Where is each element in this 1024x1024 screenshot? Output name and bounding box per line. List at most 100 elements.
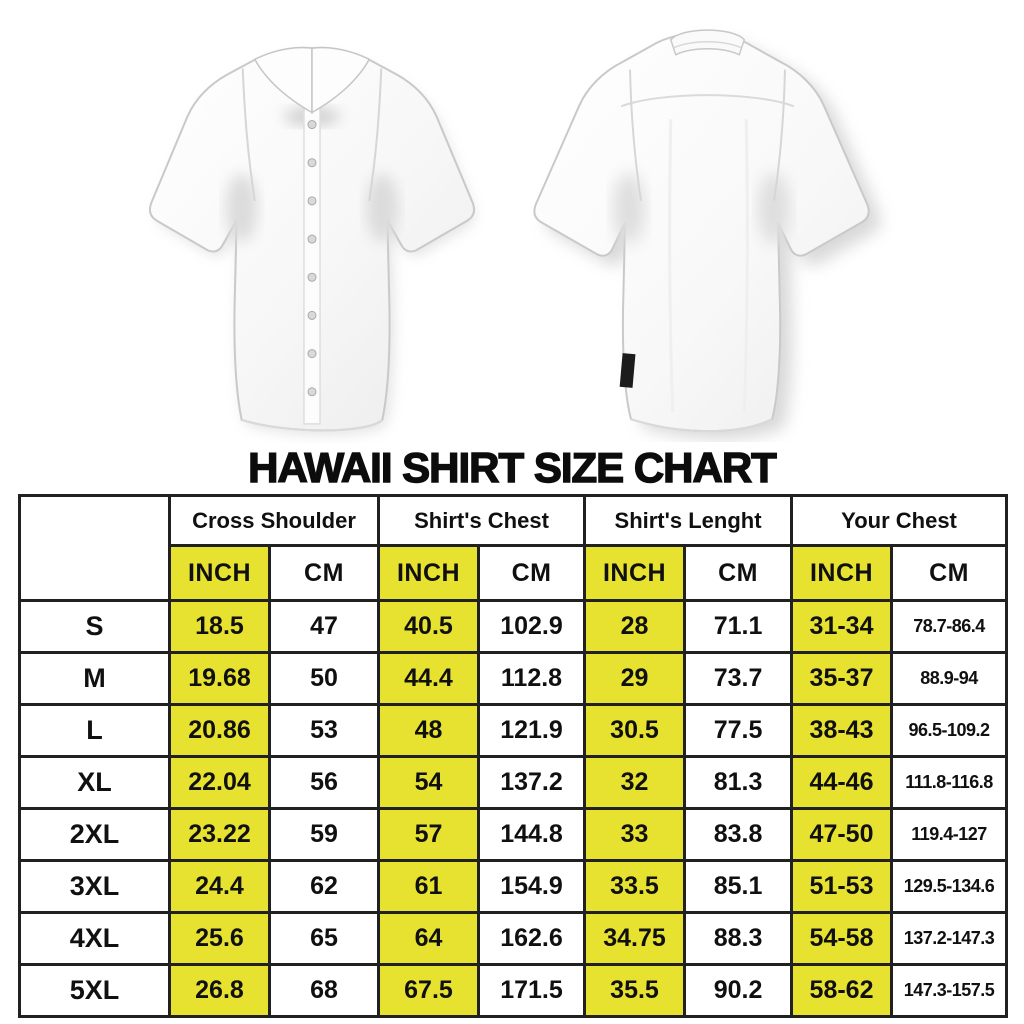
unit-header-inch: INCH bbox=[583, 544, 687, 602]
group-header-shirts-chest: Shirt's Chest bbox=[376, 494, 587, 547]
inch-value-cell: 44.4 bbox=[377, 651, 480, 706]
front-shirt-image bbox=[138, 2, 486, 444]
cm-value-cell: 154.9 bbox=[476, 859, 587, 914]
cm-value-cell: 85.1 bbox=[683, 859, 794, 914]
inch-value-cell: 67.5 bbox=[377, 963, 480, 1018]
cm-value-cell: 53 bbox=[268, 703, 380, 758]
shirt-photos bbox=[0, 0, 1024, 445]
size-cell: 5XL bbox=[18, 963, 171, 1018]
cm-value-cell: 137.2-147.3 bbox=[890, 911, 1009, 966]
cm-value-cell: 59 bbox=[268, 807, 380, 862]
inch-value-cell: 22.04 bbox=[168, 755, 271, 810]
inch-value-cell: 33 bbox=[583, 807, 687, 862]
cm-value-cell: 121.9 bbox=[476, 703, 587, 758]
table-row: 2XL 23.22 59 57 144.8 33 83.8 47-50 119.4-127 bbox=[18, 807, 1009, 862]
cm-value-cell: 137.2 bbox=[476, 755, 587, 810]
group-header-row: Cross Shoulder Shirt's Chest Shirt's Len… bbox=[18, 494, 1009, 602]
inch-value-cell: 19.68 bbox=[168, 651, 271, 706]
cm-value-cell: 171.5 bbox=[476, 963, 587, 1018]
size-cell: M bbox=[18, 651, 171, 706]
table-row: 5XL 26.8 68 67.5 171.5 35.5 90.2 58-62 147.3-157… bbox=[18, 963, 1009, 1018]
inch-value-cell: 24.4 bbox=[168, 859, 271, 914]
unit-header-inch: INCH bbox=[377, 544, 480, 602]
cm-value-cell: 147.3-157.5 bbox=[890, 963, 1009, 1018]
cm-value-cell: 68 bbox=[268, 963, 380, 1018]
inch-value-cell: 25.6 bbox=[168, 911, 271, 966]
cm-value-cell: 119.4-127 bbox=[890, 807, 1009, 862]
hem-tag bbox=[619, 353, 636, 388]
size-cell: S bbox=[18, 599, 171, 654]
inch-value-cell: 38-43 bbox=[790, 703, 894, 758]
cm-value-cell: 47 bbox=[268, 599, 380, 654]
inch-value-cell: 47-50 bbox=[790, 807, 894, 862]
size-cell: 3XL bbox=[18, 859, 171, 914]
inch-value-cell: 61 bbox=[377, 859, 480, 914]
cm-value-cell: 88.3 bbox=[683, 911, 794, 966]
table-row: M 19.68 50 44.4 112.8 29 73.7 35-37 88.9-94 bbox=[18, 651, 1009, 706]
inch-value-cell: 54 bbox=[377, 755, 480, 810]
unit-header-inch: INCH bbox=[168, 544, 271, 602]
table-row: XL 22.04 56 54 137.2 32 81.3 44-46 111.8-116.8 bbox=[18, 755, 1009, 810]
size-cell: 2XL bbox=[18, 807, 171, 862]
inch-value-cell: 34.75 bbox=[583, 911, 687, 966]
cm-value-cell: 78.7-86.4 bbox=[890, 599, 1009, 654]
cm-value-cell: 112.8 bbox=[476, 651, 587, 706]
cm-value-cell: 144.8 bbox=[476, 807, 587, 862]
inch-value-cell: 58-62 bbox=[790, 963, 894, 1018]
cm-value-cell: 56 bbox=[268, 755, 380, 810]
cm-value-cell: 77.5 bbox=[683, 703, 794, 758]
cm-value-cell: 129.5-134.6 bbox=[890, 859, 1009, 914]
inch-value-cell: 57 bbox=[377, 807, 480, 862]
cm-value-cell: 102.9 bbox=[476, 599, 587, 654]
corner-cell bbox=[18, 494, 171, 602]
table-row: 4XL 25.6 65 64 162.6 34.75 88.3 54-58 137.2-147.… bbox=[18, 911, 1009, 966]
group-header-shirts-length: Shirt's Lenght bbox=[583, 494, 794, 547]
cm-value-cell: 111.8-116.8 bbox=[890, 755, 1009, 810]
cm-value-cell: 50 bbox=[268, 651, 380, 706]
unit-header-cm: CM bbox=[890, 544, 1009, 602]
inch-value-cell: 48 bbox=[377, 703, 480, 758]
table-row: L 20.86 53 48 121.9 30.5 77.5 38-43 96.5-109.2 bbox=[18, 703, 1009, 758]
inch-value-cell: 32 bbox=[583, 755, 687, 810]
inch-value-cell: 20.86 bbox=[168, 703, 271, 758]
inch-value-cell: 18.5 bbox=[168, 599, 271, 654]
size-chart-table: Cross Shoulder Shirt's Chest Shirt's Len… bbox=[18, 494, 1009, 1018]
unit-header-cm: CM bbox=[476, 544, 587, 602]
cm-value-cell: 71.1 bbox=[683, 599, 794, 654]
page-title: HAWAII SHIRT SIZE CHART bbox=[247, 443, 777, 491]
inch-value-cell: 51-53 bbox=[790, 859, 894, 914]
cm-value-cell: 62 bbox=[268, 859, 380, 914]
back-shirt-image bbox=[518, 10, 898, 442]
inch-value-cell: 29 bbox=[583, 651, 687, 706]
table-row: 3XL 24.4 62 61 154.9 33.5 85.1 51-53 129.5-134.6 bbox=[18, 859, 1009, 914]
group-header-cross-shoulder: Cross Shoulder bbox=[168, 494, 380, 547]
unit-header-cm: CM bbox=[268, 544, 380, 602]
inch-value-cell: 33.5 bbox=[583, 859, 687, 914]
cm-value-cell: 162.6 bbox=[476, 911, 587, 966]
cm-value-cell: 65 bbox=[268, 911, 380, 966]
cm-value-cell: 83.8 bbox=[683, 807, 794, 862]
inch-value-cell: 64 bbox=[377, 911, 480, 966]
inch-value-cell: 30.5 bbox=[583, 703, 687, 758]
inch-value-cell: 35.5 bbox=[583, 963, 687, 1018]
cm-value-cell: 81.3 bbox=[683, 755, 794, 810]
inch-value-cell: 40.5 bbox=[377, 599, 480, 654]
cm-value-cell: 90.2 bbox=[683, 963, 794, 1018]
unit-header-inch: INCH bbox=[790, 544, 894, 602]
inch-value-cell: 35-37 bbox=[790, 651, 894, 706]
inch-value-cell: 54-58 bbox=[790, 911, 894, 966]
cm-value-cell: 96.5-109.2 bbox=[890, 703, 1009, 758]
inch-value-cell: 31-34 bbox=[790, 599, 894, 654]
unit-header-cm: CM bbox=[683, 544, 794, 602]
cm-value-cell: 88.9-94 bbox=[890, 651, 1009, 706]
unit-header-row: INCH CM INCH CM INCH CM INCH CM bbox=[20, 544, 1009, 602]
size-cell: L bbox=[18, 703, 171, 758]
inch-value-cell: 26.8 bbox=[168, 963, 271, 1018]
inch-value-cell: 28 bbox=[583, 599, 687, 654]
table-row: S 18.5 47 40.5 102.9 28 71.1 31-34 78.7-86.4 bbox=[18, 599, 1009, 654]
group-header-your-chest: Your Chest bbox=[790, 494, 1009, 547]
inch-value-cell: 44-46 bbox=[790, 755, 894, 810]
inch-value-cell: 23.22 bbox=[168, 807, 271, 862]
size-cell: 4XL bbox=[18, 911, 171, 966]
